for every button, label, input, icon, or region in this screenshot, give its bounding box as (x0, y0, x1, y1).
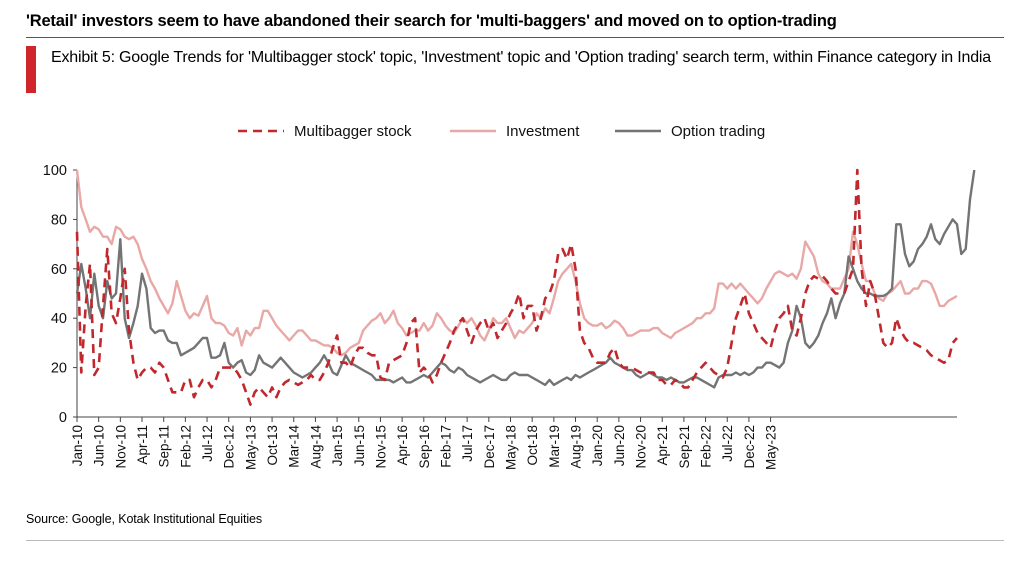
series-line-option-trading (75, 169, 976, 389)
y-tick-label: 80 (51, 212, 67, 228)
x-tick-label: Mar-19 (547, 425, 562, 468)
exhibit-accent-bar (26, 46, 36, 93)
series-group (75, 168, 976, 406)
x-tick-label: Nov-10 (113, 425, 128, 469)
x-tick-label: Apr-21 (655, 425, 670, 466)
x-tick-label: May-18 (503, 425, 518, 470)
x-tick-label: Jul-22 (720, 425, 735, 462)
x-tick-label: Sep-16 (417, 425, 432, 469)
x-tick-label: Feb-12 (178, 425, 193, 468)
headline: 'Retail' investors seem to have abandone… (26, 12, 837, 30)
y-axis: 0 20 40 60 80 100 (43, 163, 78, 426)
x-tick-label: Sep-21 (677, 425, 692, 469)
x-tick-label: Mar-14 (287, 425, 302, 468)
exhibit-title: Exhibit 5: Google Trends for 'Multibagge… (51, 49, 991, 66)
legend-label: Multibagger stock (294, 123, 412, 140)
source-rule (26, 540, 1004, 541)
x-tick-label: Jan-15 (330, 425, 345, 466)
x-tick-label: Nov-15 (373, 425, 388, 469)
x-tick-label: May-23 (764, 425, 779, 470)
x-tick-label: Aug-19 (569, 425, 584, 469)
source-note: Source: Google, Kotak Institutional Equi… (26, 512, 263, 526)
y-tick-label: 100 (43, 163, 67, 179)
x-tick-label: Jan-10 (70, 425, 85, 466)
series-line-investment (75, 169, 958, 357)
x-tick-label: Sep-11 (157, 425, 172, 468)
x-tick-label: Jun-15 (352, 425, 367, 466)
x-tick-label: Jan-20 (590, 425, 605, 466)
headline-rule (26, 37, 1004, 38)
x-tick-label: Apr-11 (135, 425, 150, 465)
x-tick-label: Oct-13 (265, 425, 280, 466)
legend-label: Option trading (671, 123, 765, 140)
y-tick-label: 0 (59, 410, 67, 426)
chart-legend: Multibagger stock Investment Option tradin… (238, 123, 765, 140)
x-tick-label: Feb-22 (699, 425, 714, 468)
x-tick-label: Dec-22 (742, 425, 757, 469)
y-tick-label: 60 (51, 262, 67, 278)
x-tick-label: Oct-18 (525, 425, 540, 466)
y-tick-label: 40 (51, 311, 67, 327)
x-tick-label: Nov-20 (634, 425, 649, 469)
y-tick-label: 20 (51, 361, 67, 377)
x-tick-label: Jul-17 (460, 425, 475, 462)
x-tick-label: Dec-12 (222, 425, 237, 469)
series-line-multibagger-stock (75, 168, 958, 406)
x-tick-label: Jul-12 (200, 425, 215, 462)
x-tick-label: Jun-10 (92, 425, 107, 466)
x-tick-label: Apr-16 (395, 425, 410, 466)
x-tick-label: May-13 (243, 425, 258, 470)
x-tick-label: Feb-17 (438, 425, 453, 468)
x-tick-label: Aug-14 (308, 425, 323, 469)
x-tick-label: Dec-17 (482, 425, 497, 469)
x-tick-label: Jun-20 (612, 425, 627, 466)
legend-label: Investment (506, 123, 580, 140)
x-axis: Jan-10 Jun-10 Nov-10 Apr-11 Sep-11 Feb-12 Jul-… (70, 416, 957, 470)
